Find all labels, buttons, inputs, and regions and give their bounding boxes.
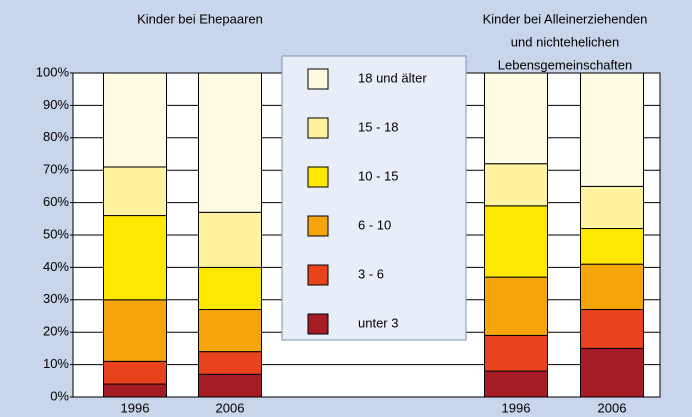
bar-segment xyxy=(484,163,548,207)
x-tick-label: 1996 xyxy=(502,400,531,415)
bar-segment xyxy=(580,185,644,230)
bar-segment xyxy=(580,72,644,187)
bar-segment xyxy=(580,228,644,265)
legend-label: 15 - 18 xyxy=(358,119,398,134)
bar-segment xyxy=(103,166,167,217)
y-tick-label: 0% xyxy=(50,388,69,403)
bar-segment xyxy=(103,383,167,398)
y-tick-label: 40% xyxy=(43,259,69,274)
y-tick-label: 90% xyxy=(43,97,69,112)
legend-swatch xyxy=(307,264,329,286)
bar-segment xyxy=(198,309,262,353)
y-tick-label: 20% xyxy=(43,324,69,339)
legend-label: 6 - 10 xyxy=(358,217,391,232)
bar-segment xyxy=(198,266,262,311)
bar-segment xyxy=(484,370,548,398)
group-title: Lebensgemeinschaften xyxy=(498,57,632,72)
bar-segment xyxy=(580,347,644,398)
legend-swatch xyxy=(307,68,329,90)
y-tick-label: 50% xyxy=(43,226,69,241)
legend-box xyxy=(281,55,467,341)
group-title: Kinder bei Ehepaaren xyxy=(137,11,263,26)
legend-swatch xyxy=(307,166,329,188)
bar-segment xyxy=(103,215,167,301)
legend-swatch xyxy=(307,313,329,335)
y-tick-label: 10% xyxy=(43,356,69,371)
x-tick-label: 2006 xyxy=(216,400,245,415)
bar-segment xyxy=(484,334,548,372)
x-tick-label: 2006 xyxy=(598,400,627,415)
bar-segment xyxy=(484,72,548,165)
x-tick-label: 1996 xyxy=(121,400,150,415)
y-tick-label: 30% xyxy=(43,291,69,306)
legend-label: unter 3 xyxy=(358,315,398,330)
y-tick-label: 70% xyxy=(43,162,69,177)
bar-segment xyxy=(580,309,644,349)
bar-segment xyxy=(103,72,167,168)
y-tick-label: 60% xyxy=(43,194,69,209)
bar-segment xyxy=(198,72,262,213)
legend-label: 3 - 6 xyxy=(358,266,384,281)
bar-segment xyxy=(103,299,167,362)
group-title: Kinder bei Alleinerziehenden xyxy=(483,11,648,26)
legend-swatch xyxy=(307,117,329,139)
y-tick-label: 100% xyxy=(36,64,70,79)
group-title: und nichtehelichen xyxy=(511,34,619,49)
legend-label: 18 und älter xyxy=(358,70,427,85)
bar-segment xyxy=(484,205,548,278)
legend-label: 10 - 15 xyxy=(358,168,398,183)
bar-segment xyxy=(103,360,167,385)
legend-swatch xyxy=(307,215,329,237)
bar-segment xyxy=(198,211,262,268)
bar-segment xyxy=(198,351,262,375)
y-tick-label: 80% xyxy=(43,129,69,144)
bar-segment xyxy=(198,373,262,398)
bar-segment xyxy=(484,276,548,336)
bar-segment xyxy=(580,263,644,311)
